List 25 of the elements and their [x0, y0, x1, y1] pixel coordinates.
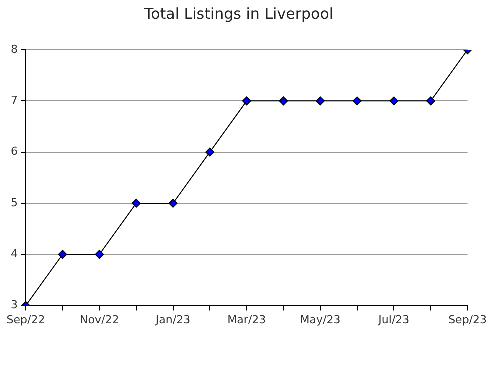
point	[206, 148, 215, 157]
chart-title: Total Listings in Liverpool	[143, 4, 334, 23]
x-tick-label: Mar/23	[228, 313, 266, 326]
x-tick-label: Nov/22	[80, 313, 120, 326]
point	[168, 198, 178, 208]
y-tick-label: 4	[11, 248, 18, 260]
point	[95, 250, 104, 260]
x-tick-label: Jan/23	[154, 313, 191, 326]
point	[426, 96, 436, 106]
point	[132, 198, 141, 208]
point	[316, 96, 326, 106]
point	[279, 96, 288, 106]
y-tick-label: 8	[11, 42, 18, 56]
point	[58, 250, 68, 260]
y-tick-label: 7	[11, 94, 18, 108]
point	[242, 96, 252, 106]
x-tick-label: May/23	[300, 313, 341, 326]
point	[390, 96, 399, 106]
x-tick-label: Sep/23	[448, 313, 487, 326]
x-tick-label: Sep/22	[6, 313, 46, 326]
y-tick-label: 6	[11, 145, 18, 158]
y-tick-label: 3	[11, 298, 18, 312]
point	[352, 96, 362, 106]
y-tick-label: 5	[11, 196, 18, 210]
x-tick-label: Jul/23	[378, 313, 410, 326]
